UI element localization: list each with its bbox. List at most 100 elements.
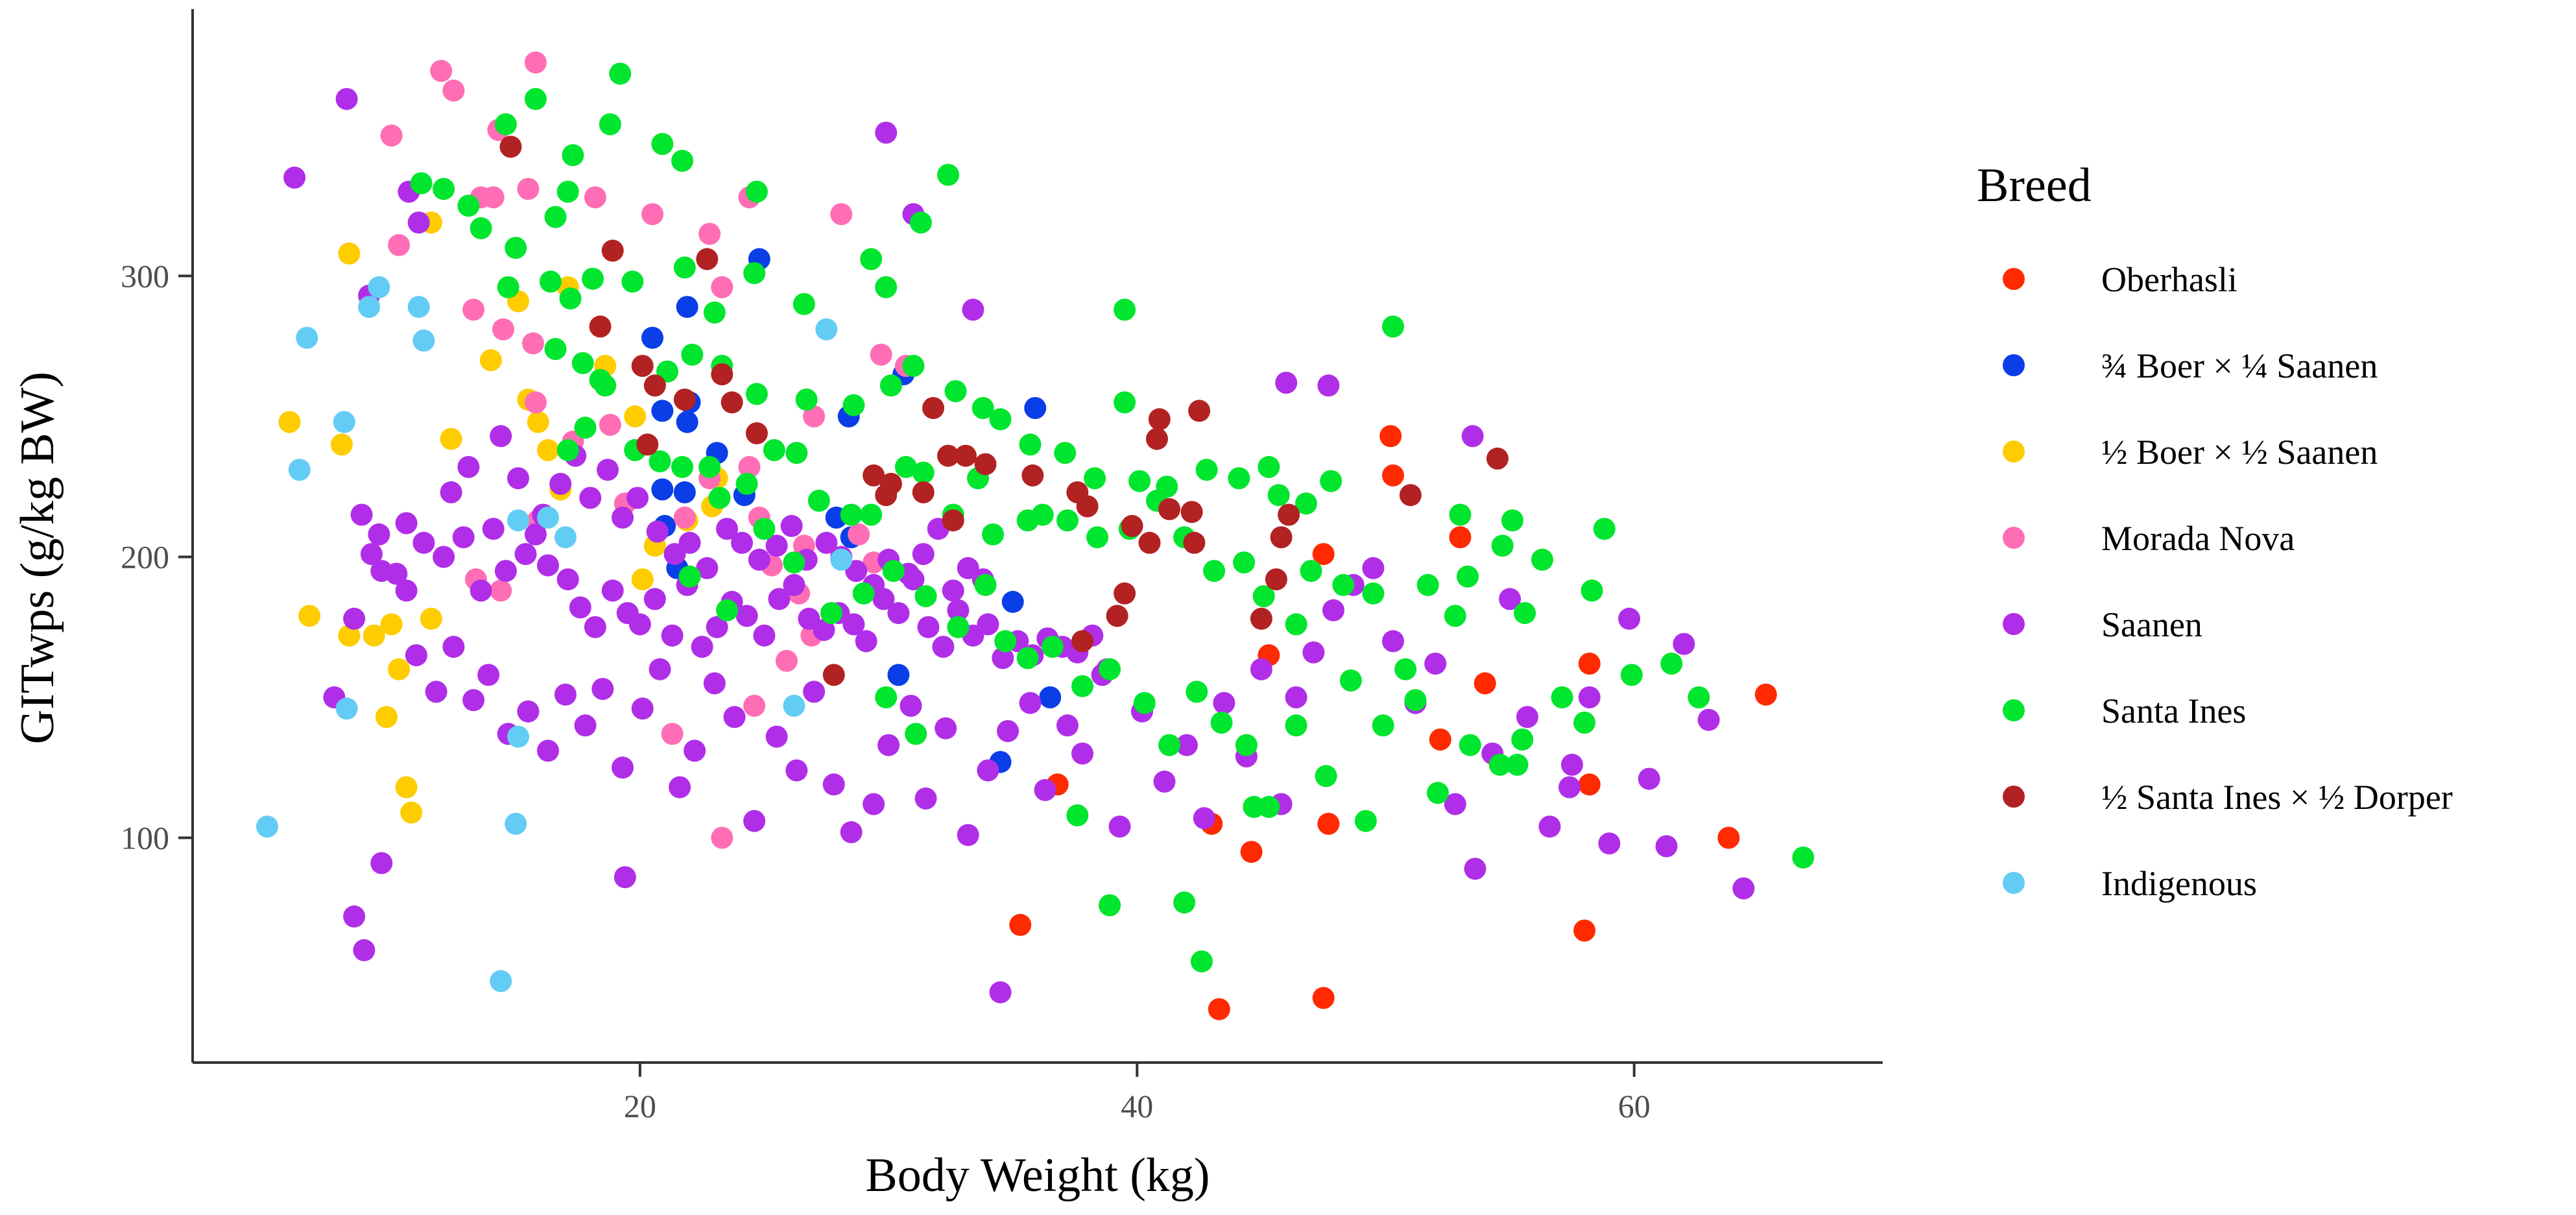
data-point [505,812,527,835]
data-point [1573,919,1596,942]
data-point [407,296,430,319]
data-point [1427,782,1449,804]
data-point [669,776,691,799]
data-point [703,301,726,324]
data-point [877,734,900,756]
data-point [972,397,994,419]
data-point [584,616,606,638]
data-point [433,178,455,200]
data-point [1086,526,1108,549]
data-point [1056,714,1079,737]
data-point [912,481,935,503]
data-point [822,664,845,686]
data-point [584,186,606,209]
data-point [708,487,731,509]
data-point [1516,706,1538,728]
data-point [537,740,559,762]
data-point [1213,692,1235,714]
data-point [716,599,738,621]
data-point [1379,425,1402,448]
data-point [1250,658,1272,680]
data-point [783,573,805,596]
data-point [440,427,462,450]
data-point [1464,858,1486,880]
data-point [554,683,577,706]
data-point [1486,447,1509,470]
data-point [731,531,753,554]
legend-marker [2003,268,2025,290]
data-point [1039,686,1062,708]
series-6 [499,136,1509,686]
data-point [1558,776,1581,799]
axes: 20 40 60 100 200 300 [121,9,1883,1124]
data-point [882,560,905,583]
data-point [1300,560,1322,583]
data-point [842,394,865,416]
data-point [735,472,758,495]
data-point [1233,551,1256,574]
data-point [527,411,549,433]
data-point [544,338,567,360]
data-point [957,824,979,847]
data-point [631,697,654,720]
data-point [1210,712,1233,734]
x-tick-label: 60 [1618,1088,1651,1124]
data-point [482,186,505,209]
data-point [1655,835,1678,858]
legend-marker [2003,786,2025,808]
data-point [1399,484,1422,507]
data-point [537,439,559,461]
data-point [962,298,984,321]
data-point [1084,467,1106,490]
data-point [1121,514,1143,537]
data-point [1186,680,1208,703]
data-point [343,905,366,928]
data-point [912,543,935,566]
data-point [661,723,684,745]
data-point [539,271,562,293]
legend-label: Morada Nova [2101,519,2295,558]
data-point [716,518,738,540]
data-point [1302,641,1325,664]
data-point [641,203,663,226]
data-point [517,178,540,200]
data-point [549,472,572,495]
data-point [855,630,877,653]
data-point [1488,753,1511,776]
data-point [499,136,522,158]
data-point [815,531,838,554]
legend-item: ½ Boer × ½ Saanen [2003,433,2378,472]
data-point [1593,518,1616,540]
data-point [405,644,427,667]
data-point [582,267,604,290]
data-point [1071,742,1093,765]
data-point [703,672,726,695]
data-point [649,450,671,473]
data-point [807,489,830,512]
data-point [914,585,937,608]
data-point [1153,770,1176,793]
data-point [1114,582,1136,605]
data-point [626,487,649,509]
data-point [614,866,636,889]
data-point [395,579,418,602]
data-point [785,442,808,464]
data-point [609,62,632,85]
data-point [982,523,1004,546]
data-point [1258,455,1280,478]
data-point [612,756,634,779]
y-tick-label: 200 [121,538,169,575]
data-point [1638,767,1660,790]
data-point [691,636,713,658]
data-point [974,573,997,596]
data-point [830,548,853,571]
data-point [763,439,785,461]
data-point [1449,526,1472,549]
data-point [860,503,883,526]
data-point [937,444,959,467]
series-4 [283,88,1755,1004]
data-point [875,484,898,507]
data-point [1506,753,1529,776]
data-point [1660,653,1683,675]
data-point [571,352,594,374]
